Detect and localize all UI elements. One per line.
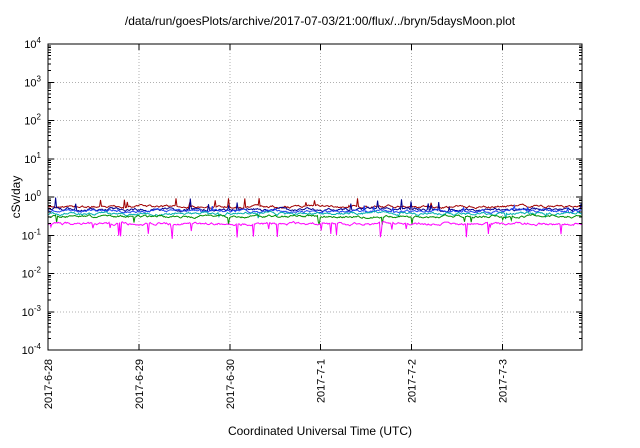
series-line-blue [47,203,583,215]
svg-text:2017-6-29: 2017-6-29 [134,359,146,409]
svg-text:10-1: 10-1 [22,227,42,242]
svg-text:2017-7-3: 2017-7-3 [497,359,509,403]
svg-text:10-4: 10-4 [22,342,42,357]
grid [48,44,582,350]
svg-text:101: 101 [24,151,41,166]
plot-border [47,43,583,351]
x-axis-label: Coordinated Universal Time (UTC) [227,424,413,438]
series-lines [47,197,583,239]
svg-text:102: 102 [24,113,41,128]
y-tick-labels: 104 103 102 101 100 10-1 10-2 10-3 10-4 [22,36,42,357]
svg-text:104: 104 [24,36,41,51]
series-line-green [47,213,583,225]
svg-text:2017-6-28: 2017-6-28 [43,359,55,409]
series-line-dark-red [47,198,583,210]
svg-text:2017-6-30: 2017-6-30 [225,359,237,409]
svg-text:100: 100 [24,189,41,204]
x-tick-labels: 2017-6-28 2017-6-29 2017-6-30 2017-7-1 2017-… [43,359,509,409]
series-line-magenta [47,220,583,239]
svg-text:10-2: 10-2 [22,266,42,281]
svg-text:2017-7-1: 2017-7-1 [316,359,328,403]
plot-title: /data/run/goesPlots/archive/2017-07-03/2… [124,14,516,28]
svg-text:10-3: 10-3 [22,304,42,319]
svg-text:103: 103 [24,74,41,89]
series-line-navy-blue [47,197,583,213]
svg-text:2017-7-2: 2017-7-2 [407,359,419,403]
